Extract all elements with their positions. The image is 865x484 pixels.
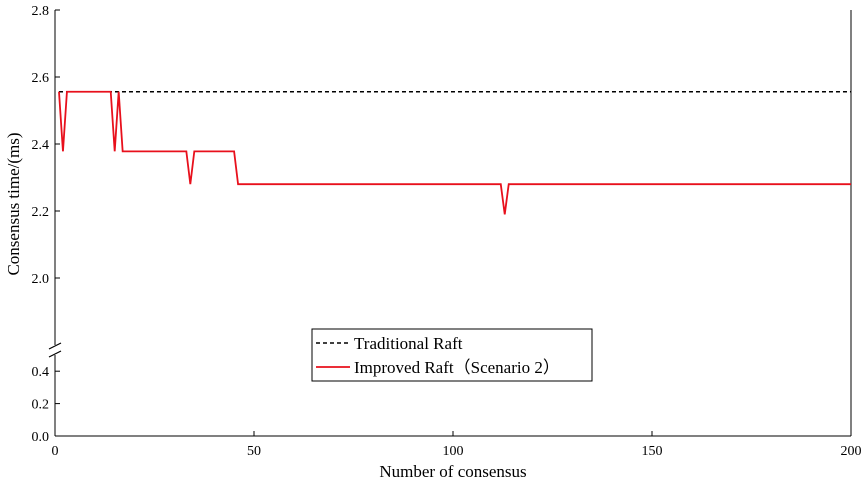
ticks: 0 50 100 150 200 2.0 2.2 2.4 2.6 2.8 0.0 0.2 0.4 xyxy=(32,4,862,459)
legend-label-traditional-raft: Traditional Raft xyxy=(354,334,463,353)
x-tick-label: 0 xyxy=(52,444,59,459)
y-axis-title: Consensus time/(ms) xyxy=(4,132,23,275)
legend: Traditional Raft Improved Raft（Scenario … xyxy=(311,328,593,382)
y-tick-label: 0.2 xyxy=(32,398,50,413)
x-tick-label: 100 xyxy=(443,444,464,459)
y-tick-label: 2.4 xyxy=(32,138,50,153)
axis-break-mark xyxy=(48,350,62,358)
x-tick-label: 50 xyxy=(247,444,261,459)
x-tick-label: 200 xyxy=(841,444,862,459)
y-tick-label: 2.0 xyxy=(32,272,50,287)
legend-box xyxy=(311,328,593,382)
series-line-improved-raft-scenario-2 xyxy=(58,90,851,215)
y-tick-label: 2.8 xyxy=(32,4,50,19)
y-tick-label: 2.2 xyxy=(32,205,50,220)
legend-label-improved-raft: Improved Raft（Scenario 2） xyxy=(354,358,560,377)
y-tick-label: 0.0 xyxy=(32,430,50,445)
y-tick-label: 2.6 xyxy=(32,71,50,86)
y-tick-label: 0.4 xyxy=(32,365,50,380)
axis-break-mark xyxy=(48,342,62,350)
x-axis-title: Number of consensus xyxy=(379,462,526,481)
series-layer xyxy=(58,90,851,215)
x-tick-label: 150 xyxy=(642,444,663,459)
